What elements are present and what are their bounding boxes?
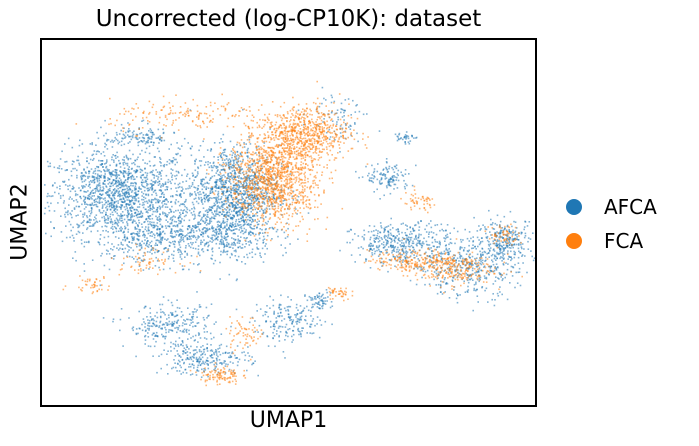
y-axis-label: UMAP2 <box>7 183 33 261</box>
cluster-fca-7 <box>75 93 285 140</box>
x-axis-label: UMAP1 <box>249 408 328 433</box>
legend-marker-fca <box>566 233 582 249</box>
scatter-points <box>43 80 536 387</box>
legend-label-afca: AFCA <box>604 195 657 219</box>
cluster-afca-10 <box>135 336 286 378</box>
legend-marker-afca <box>566 199 582 215</box>
series-afca <box>43 86 536 378</box>
cluster-afca-0 <box>43 119 231 287</box>
cluster-fca-10 <box>62 275 110 295</box>
chart-title: Uncorrected (log-CP10K): dataset <box>95 6 482 32</box>
legend-label-fca: FCA <box>604 229 644 253</box>
cluster-afca-14 <box>394 131 418 145</box>
cluster-afca-5 <box>339 217 469 273</box>
cluster-afca-11 <box>235 294 333 353</box>
cluster-fca-11 <box>111 243 202 276</box>
cluster-afca-12 <box>299 289 334 312</box>
plot-frame <box>40 38 537 407</box>
cluster-fca-5 <box>189 362 247 387</box>
cluster-afca-13 <box>297 86 381 153</box>
series-fca <box>62 80 523 387</box>
plot-area <box>40 38 537 407</box>
legend-item-afca: AFCA <box>566 190 657 224</box>
cluster-afca-2 <box>138 187 291 282</box>
cluster-afca-9 <box>102 291 251 352</box>
cluster-fca-3 <box>363 247 472 277</box>
cluster-fca-0 <box>206 80 350 242</box>
cluster-fca-1 <box>227 93 369 178</box>
legend: AFCA FCA <box>566 190 657 258</box>
cluster-afca-8 <box>355 158 417 200</box>
cluster-fca-4 <box>484 223 522 256</box>
cluster-fca-8 <box>400 185 436 214</box>
cluster-fca-6 <box>225 316 263 361</box>
cluster-afca-4 <box>91 119 186 156</box>
cluster-fca-9 <box>327 286 354 302</box>
legend-item-fca: FCA <box>566 224 657 258</box>
